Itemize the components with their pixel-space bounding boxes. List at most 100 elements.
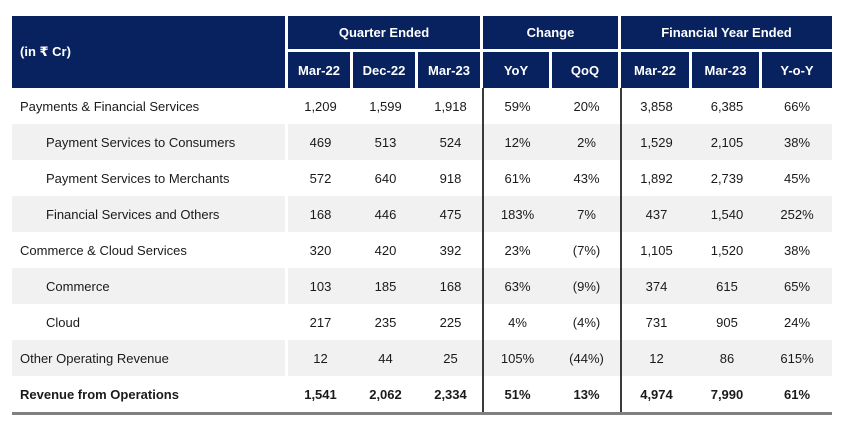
- value-cell: 918: [439, 170, 462, 186]
- value-cell: 2,739: [710, 170, 744, 186]
- row-label: Other Operating Revenue: [12, 340, 288, 376]
- col-header-q-mar-22: Mar-22: [288, 52, 353, 88]
- value-cell: 2,334: [434, 386, 467, 402]
- value-cell: 38%: [783, 242, 811, 258]
- row-label: Payment Services to Consumers: [12, 124, 288, 160]
- value-cell: 6,385: [710, 98, 744, 114]
- value-cell: 1,918: [434, 98, 467, 114]
- value-cell: 25: [443, 350, 458, 366]
- value-cell: 513: [374, 134, 397, 150]
- value-cell: 3,858: [640, 98, 673, 114]
- group-divider-line: [620, 88, 622, 412]
- value-cell: 217: [309, 314, 332, 330]
- value-cell: 183%: [500, 206, 535, 222]
- row-label: Payment Services to Merchants: [12, 160, 288, 196]
- value-cell: 24%: [783, 314, 811, 330]
- value-cell: 12: [649, 350, 664, 366]
- value-cell: 640: [374, 170, 397, 186]
- group-header-change: Change: [483, 16, 621, 52]
- col-header-qoq: QoQ: [552, 52, 621, 88]
- value-cell: 7%: [577, 206, 596, 222]
- value-cell: 185: [374, 278, 397, 294]
- value-cell: 61%: [783, 386, 811, 402]
- value-cell: (44%): [569, 350, 604, 366]
- value-cell: 1,209: [304, 98, 337, 114]
- value-cell: 1,520: [710, 242, 744, 258]
- value-cell: 20%: [573, 98, 600, 114]
- value-cell: 43%: [573, 170, 600, 186]
- col-header-q-dec-22: Dec-22: [353, 52, 418, 88]
- value-cell: 23%: [504, 242, 531, 258]
- value-cell: 2,105: [710, 134, 744, 150]
- value-cell: 615: [716, 278, 738, 294]
- col-header-q-mar-23: Mar-23: [418, 52, 483, 88]
- table-row: Payment Services to Consumers 469 513 524 12…: [12, 124, 832, 160]
- row-label: Commerce: [12, 268, 288, 304]
- value-cell: 1,599: [369, 98, 402, 114]
- row-label: Revenue from Operations: [12, 376, 288, 412]
- value-cell: 905: [716, 314, 738, 330]
- value-cell: 45%: [783, 170, 811, 186]
- value-cell: 1,892: [640, 170, 673, 186]
- group-divider-line: [482, 88, 484, 412]
- row-label: Commerce & Cloud Services: [12, 232, 288, 268]
- value-cell: 1,541: [304, 386, 337, 402]
- value-cell: 65%: [783, 278, 811, 294]
- value-cell: 392: [439, 242, 462, 258]
- value-cell: 13%: [573, 386, 600, 402]
- value-cell: 61%: [504, 170, 531, 186]
- value-cell: 731: [645, 314, 668, 330]
- value-cell: (4%): [572, 314, 601, 330]
- unit-label-cell: (in ₹ Cr): [12, 16, 288, 88]
- value-cell: 66%: [783, 98, 811, 114]
- value-cell: 235: [374, 314, 397, 330]
- value-cell: 4,974: [640, 386, 673, 402]
- table-row: Cloud 217 235 225 4% (4%) 731 905 24%: [12, 304, 832, 340]
- value-cell: 469: [309, 134, 332, 150]
- table-row: Payments & Financial Services 1,209 1,599 1…: [12, 88, 832, 124]
- value-cell: 1,540: [710, 206, 744, 222]
- value-cell: 51%: [504, 386, 531, 402]
- col-header-yoy: YoY: [483, 52, 552, 88]
- table-row: Payment Services to Merchants 572 640 918 61…: [12, 160, 832, 196]
- value-cell: 420: [374, 242, 397, 258]
- value-cell: 374: [645, 278, 668, 294]
- value-cell: 1,529: [640, 134, 673, 150]
- value-cell: 44: [378, 350, 393, 366]
- value-cell: 7,990: [710, 386, 744, 402]
- table-body: Payments & Financial Services 1,209 1,599 1…: [12, 88, 832, 415]
- value-cell: 320: [309, 242, 332, 258]
- table-row: Commerce & Cloud Services 320 420 392 23% (7%…: [12, 232, 832, 268]
- value-cell: (7%): [572, 242, 601, 258]
- value-cell: 572: [309, 170, 332, 186]
- value-cell: 59%: [504, 98, 531, 114]
- value-cell: 446: [374, 206, 397, 222]
- row-label: Cloud: [12, 304, 288, 340]
- table-header: (in ₹ Cr) Quarter Ended Change Financial…: [12, 16, 832, 88]
- col-header-fy-y-o-y: Y-o-Y: [762, 52, 832, 88]
- value-cell: 2%: [577, 134, 596, 150]
- table-row: Financial Services and Others 168 446 475 18…: [12, 196, 832, 232]
- value-cell: 615%: [780, 350, 814, 366]
- value-cell: 38%: [783, 134, 811, 150]
- value-cell: 12%: [504, 134, 531, 150]
- value-cell: 252%: [780, 206, 814, 222]
- value-cell: 524: [439, 134, 462, 150]
- financial-results-table: (in ₹ Cr) Quarter Ended Change Financial…: [12, 16, 832, 415]
- value-cell: 103: [309, 278, 332, 294]
- table-row: Commerce 103 185 168 63% (9%) 374 615 65%: [12, 268, 832, 304]
- col-header-fy-mar-22: Mar-22: [621, 52, 692, 88]
- group-header-quarter-ended: Quarter Ended: [288, 16, 483, 52]
- value-cell: 168: [309, 206, 332, 222]
- value-cell: 63%: [504, 278, 531, 294]
- value-cell: 168: [439, 278, 462, 294]
- table-row: Other Operating Revenue 12 44 25 105% (44%) 12…: [12, 340, 832, 376]
- value-cell: 437: [645, 206, 668, 222]
- value-cell: 12: [313, 350, 328, 366]
- value-cell: (9%): [572, 278, 601, 294]
- value-cell: 225: [439, 314, 462, 330]
- group-header-financial-year-ended: Financial Year Ended: [621, 16, 832, 52]
- row-label: Payments & Financial Services: [12, 88, 288, 124]
- value-cell: 1,105: [640, 242, 673, 258]
- value-cell: 2,062: [369, 386, 402, 402]
